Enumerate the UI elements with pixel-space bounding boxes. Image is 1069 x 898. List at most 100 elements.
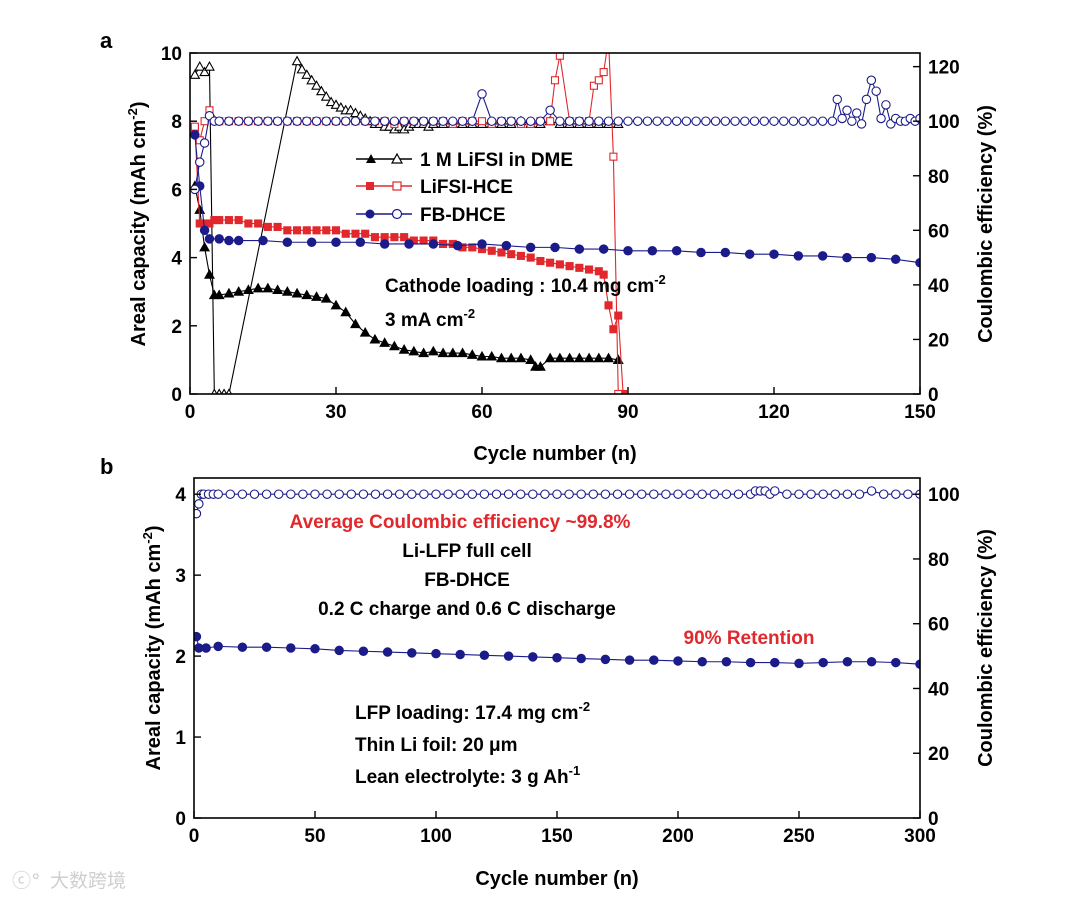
panel-a-series-3-point-38 (546, 117, 555, 126)
panel-b-series-1-point-58 (806, 489, 816, 499)
panel-a-series-5-point-52 (671, 116, 682, 126)
panel-a-series-3-point-40 (555, 53, 564, 60)
panel-a-series-0 (190, 180, 624, 371)
panel-a-series-2-point-12 (283, 226, 292, 235)
panel-b-series-1-point-27 (467, 489, 478, 499)
panel-a-annotation-current-sup: -2 (464, 306, 476, 321)
watermark: ⓒ° 大数跨境 (12, 870, 126, 892)
panel-a-series-0-point-14 (301, 289, 313, 300)
panel-a-series-1-point-13 (315, 85, 327, 96)
panel-a-series-5-point-47 (623, 116, 633, 126)
x-tick-label: 150 (904, 402, 936, 423)
panel-b-series (194, 486, 920, 669)
panel-a-series-2-point-39 (546, 258, 555, 267)
panel-b-y-axis-title-sup: -2 (140, 532, 155, 544)
panel-a-series-2-point-26 (419, 236, 428, 245)
panel-a-x-axis-title: Cycle number (n) (473, 443, 636, 465)
panel-a-series-0-point-18 (340, 306, 352, 317)
panel-a-series-5-point-72 (847, 116, 857, 126)
panel-a-series-4-point-0 (190, 130, 200, 140)
panel-a-series-5-point-12 (282, 116, 293, 126)
panel-a-series-2-point-21 (370, 233, 379, 242)
panel-b-lfp-loading-text: LFP loading: 17.4 mg cm (355, 703, 578, 724)
y-tick-label: 3 (175, 566, 186, 587)
panel-b-series-1-point-6 (213, 489, 223, 499)
panel-b-li-foil: Thin Li foil: 20 μm (355, 735, 518, 756)
panel-a-series-5-point-32 (477, 89, 487, 99)
panel-a-series-2-point-38 (536, 256, 545, 266)
panel-a-series-4-point-32 (866, 252, 877, 263)
panel-a-series-5-point-38 (535, 116, 546, 126)
panel-a-series-4-point-6 (233, 235, 244, 246)
panel-b-y-axis-title-main: Areal capacity (mAh cm (143, 544, 165, 771)
panel-b-series-0-point-14 (479, 650, 490, 661)
panel-a-series-0-point-27 (427, 345, 439, 356)
panel-b-cell-type: Li-LFP full cell (402, 541, 532, 562)
panel-b-series-1-point-34 (552, 489, 562, 499)
panel-b-series-1-point-59 (818, 489, 828, 499)
panel-b-series-1-point-35 (564, 489, 574, 499)
panel-a-series-4-point-28 (769, 249, 779, 259)
y2-tick-label: 80 (928, 550, 949, 571)
panel-a-series-2-point-49 (619, 389, 628, 394)
panel-b-series-1-point-48 (721, 489, 732, 499)
panel-a-series-5-point-22 (379, 116, 390, 126)
panel-b-series-0-point-3 (213, 641, 223, 652)
panel-b-series-1-point-17 (346, 489, 357, 499)
panel-b-series-1-point-23 (419, 489, 429, 499)
y2-tick-label: 0 (928, 809, 939, 830)
panel-a-series-5-point-66 (808, 116, 818, 126)
panel-b-series-0-point-28 (818, 657, 828, 668)
panel-a-series-0-point-25 (408, 345, 420, 356)
panel-b-series-1-point-65 (891, 489, 901, 499)
panel-a-series-0-point-29 (447, 347, 459, 358)
panel-a-series-5-point-9 (253, 116, 263, 126)
panel-b-series-0-point-4 (237, 642, 248, 652)
y2-tick-label: 20 (928, 744, 949, 765)
panel-a-series-0-point-46 (603, 352, 614, 363)
panel-a-series-5-point-78 (876, 113, 886, 124)
panel-b-series-1-point-21 (394, 489, 405, 499)
panel-a-annotation-loading-text: Cathode loading : 10.4 mg cm (385, 276, 654, 297)
panel-a-x-ticks: 0 30 60 90 120 150 (185, 387, 936, 423)
panel-a-series-2-point-34 (497, 248, 506, 257)
x-tick-label: 100 (420, 826, 452, 847)
panel-a-series-5-point-5 (214, 116, 224, 126)
panel-b-series-0-point-24 (721, 657, 732, 667)
panel-b-series-0-point-16 (528, 652, 538, 662)
panel-a-series-0-point-39 (534, 361, 546, 371)
panel-a-series-0-point-5 (213, 289, 225, 300)
panel-a-legend: 1 M LiFSI in DME LiFSI-HCE FB-DHCE (356, 150, 573, 226)
panel-b-series-1-point-29 (491, 489, 502, 499)
panel-b-series-1-point-28 (479, 489, 490, 499)
panel-a-series-2-point-47 (609, 325, 618, 334)
panel-a-series-5-point-63 (778, 116, 789, 126)
panel-b-series-0-point-8 (334, 645, 344, 656)
panel-a-series-2-point-9 (254, 219, 263, 228)
panel-a-label: a (100, 28, 113, 53)
panel-a-series-5-point-70 (837, 113, 847, 124)
panel-a-series-3-point-47 (605, 36, 612, 43)
panel-a-series-5-point-30 (457, 116, 468, 126)
panel-a-series-0-point-30 (457, 347, 468, 358)
panel-b-lean-electrolyte-text: Lean electrolyte: 3 g Ah (355, 767, 569, 788)
y-tick-label: 4 (171, 249, 182, 270)
panel-a-series-5-point-14 (302, 116, 312, 126)
panel-a-series-5-point-42 (574, 116, 585, 126)
panel-a-series-5-point-45 (603, 116, 614, 126)
panel-b-series-1-point-32 (528, 489, 538, 499)
panel-a-series-5-point-58 (730, 116, 740, 126)
panel-a-y-axis-title-sup: -2 (125, 108, 140, 120)
panel-a-y-axis-title: Areal capacity (mAh cm-2) (125, 102, 150, 347)
panel-a-series-0-point-2 (199, 241, 211, 252)
panel-b-series-0-point-15 (503, 651, 514, 661)
panel-a-series-5-point-7 (233, 116, 244, 126)
panel-a-series-5-point-59 (740, 116, 750, 126)
panel-a-annotation-current: 3 mA cm-2 (385, 306, 475, 331)
panel-b-series-1-point-13 (298, 489, 308, 499)
panel-a-series-2-point-37 (526, 253, 535, 262)
panel-a-series-1-point-15 (325, 96, 337, 107)
panel-a-series-4-point-31 (842, 252, 852, 263)
panel-a-series-0-point-40 (544, 352, 556, 363)
